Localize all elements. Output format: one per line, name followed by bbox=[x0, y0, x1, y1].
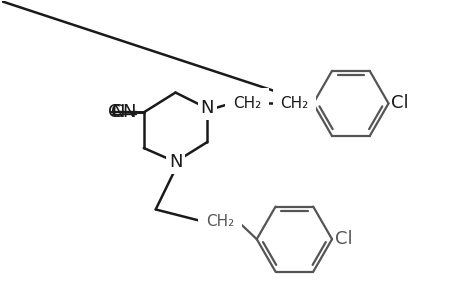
Text: Cl: Cl bbox=[334, 230, 352, 248]
Text: N: N bbox=[111, 103, 124, 122]
Text: C: C bbox=[107, 103, 120, 122]
Text: C: C bbox=[111, 103, 124, 122]
Text: N: N bbox=[200, 99, 213, 117]
Text: CH₂: CH₂ bbox=[206, 214, 234, 229]
Text: N: N bbox=[168, 153, 182, 171]
Text: CH₂: CH₂ bbox=[232, 96, 260, 111]
Text: CH₂: CH₂ bbox=[280, 96, 308, 111]
Text: N: N bbox=[122, 103, 135, 122]
Text: Cl: Cl bbox=[391, 94, 408, 112]
